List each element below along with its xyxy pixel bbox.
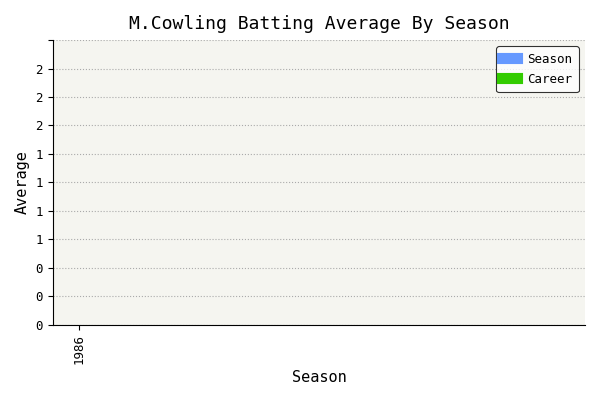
Legend: Season, Career: Season, Career — [496, 46, 579, 92]
Title: M.Cowling Batting Average By Season: M.Cowling Batting Average By Season — [128, 15, 509, 33]
Y-axis label: Average: Average — [15, 150, 30, 214]
X-axis label: Season: Season — [292, 370, 346, 385]
